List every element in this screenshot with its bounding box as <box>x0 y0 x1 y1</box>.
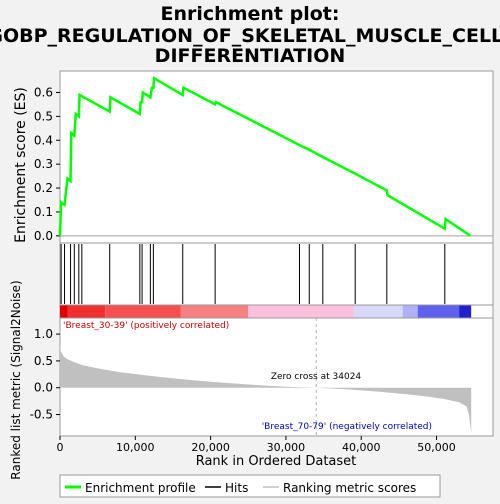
es-y-tick-label: 0.1 <box>34 205 53 219</box>
chart-title-line-1: Enrichment plot: <box>161 3 340 25</box>
x-axis: 0 10,000 20,000 30,000 40,000 50,000 <box>57 436 456 454</box>
heatmap-segment <box>353 305 403 318</box>
es-y-tick-label: 0.3 <box>34 157 53 171</box>
chart-title-line-3: DIFFERENTIATION <box>155 45 346 67</box>
es-panel <box>59 70 494 244</box>
metric-y-tick-label: -0.5 <box>30 408 53 422</box>
heatmap-segment <box>60 305 68 318</box>
metric-y-axis-label: Ranked list metric (Signal2Noise) <box>9 280 23 479</box>
legend-label-hits: Hits <box>225 481 248 495</box>
heatmap-segment <box>459 305 472 318</box>
ranking-metric-area <box>60 343 472 434</box>
metric-y-tick-label: 1.0 <box>34 327 53 341</box>
x-axis-label: Rank in Ordered Dataset <box>196 454 357 469</box>
enrichment-profile-line <box>58 76 472 237</box>
heatmap-segment <box>248 305 354 318</box>
legend-label-enrichment: Enrichment profile <box>85 481 196 495</box>
legend: Enrichment profile Hits Ranking metric s… <box>59 474 441 498</box>
heatmap-segment <box>402 305 418 318</box>
legend-label-metric: Ranking metric scores <box>283 481 416 495</box>
es-y-tick-label: 0.5 <box>34 109 53 123</box>
x-tick-label: 20,000 <box>191 441 230 454</box>
heatmap-segment <box>417 305 460 318</box>
metric-y-axis: -0.5 0.0 0.5 1.0 <box>30 327 60 422</box>
x-tick-label: 0 <box>57 441 64 454</box>
positive-correlation-label: 'Breast_30-39' (positively correlated) <box>63 321 229 331</box>
heatmap-segment <box>67 305 106 318</box>
zero-cross-label: Zero cross at 34024 <box>271 372 362 382</box>
heatmap-segment <box>180 305 249 318</box>
es-series <box>58 76 472 237</box>
metric-series <box>60 318 472 436</box>
es-y-axis-label: Enrichment score (ES) <box>13 87 29 243</box>
hits-panel <box>59 242 494 306</box>
x-tick-label: 30,000 <box>267 441 306 454</box>
metric-y-tick-label: 0.5 <box>34 354 53 368</box>
es-y-tick-label: 0.0 <box>34 229 53 243</box>
es-y-axis: 0.0 0.1 0.2 0.3 0.4 0.5 0.6 <box>34 86 493 243</box>
es-y-tick-label: 0.2 <box>34 181 53 195</box>
chart-title-line-2: GOBP_REGULATION_OF_SKELETAL_MUSCLE_CELL_ <box>0 25 500 47</box>
hit-markers <box>60 244 446 304</box>
negative-correlation-label: 'Breast_70-79' (negatively correlated) <box>262 422 432 432</box>
x-tick-label: 40,000 <box>342 441 381 454</box>
rank-heatmap <box>60 305 472 318</box>
x-tick-label: 50,000 <box>417 441 456 454</box>
es-y-tick-label: 0.6 <box>34 86 53 100</box>
heatmap-segment <box>105 305 181 318</box>
es-y-tick-label: 0.4 <box>34 133 53 147</box>
metric-y-tick-label: 0.0 <box>34 381 53 395</box>
x-tick-label: 10,000 <box>116 441 155 454</box>
